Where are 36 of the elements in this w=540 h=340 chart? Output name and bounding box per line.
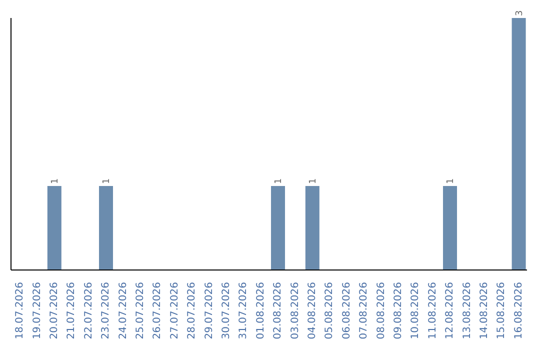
x-tick-label: 07.08.2026	[358, 282, 370, 340]
x-tick-label: 09.08.2026	[393, 282, 404, 340]
x-tick-label: 19.07.2026	[32, 282, 43, 340]
x-tick-label: 08.08.2026	[376, 282, 387, 340]
x-tick-label: 14.08.2026	[479, 282, 490, 340]
x-tick-label: 21.07.2026	[66, 282, 78, 340]
x-tick-label: 03.08.2026	[290, 282, 301, 340]
data-label: 1	[274, 178, 284, 184]
data-label: 1	[446, 178, 456, 184]
x-tick-label: 02.08.2026	[272, 282, 284, 340]
x-tick-label: 22.07.2026	[83, 282, 94, 340]
x-tick-label: 20.07.2026	[49, 282, 60, 340]
x-tick-label: 18.07.2026	[14, 282, 26, 340]
x-tick-label: 10.08.2026	[410, 282, 422, 340]
x-tick-label: 24.07.2026	[118, 282, 129, 340]
x-tick-label: 13.08.2026	[462, 282, 473, 340]
x-tick-label: 11.08.2026	[427, 282, 438, 340]
x-tick-label: 16.08.2026	[513, 282, 524, 340]
x-tick-label: 01.08.2026	[255, 282, 266, 340]
data-label: 1	[102, 178, 112, 184]
x-tick-label: 12.08.2026	[444, 282, 456, 340]
x-tick-label: 23.07.2026	[100, 282, 112, 340]
x-tick-label: 30.07.2026	[221, 282, 232, 340]
data-label: 1	[308, 178, 318, 184]
x-tick-label: 29.07.2026	[204, 282, 215, 340]
data-label: 1	[50, 178, 60, 184]
data-label: 3	[514, 10, 525, 16]
x-tick-label: 06.08.2026	[341, 282, 352, 340]
x-tick-label: 05.08.2026	[324, 282, 336, 340]
x-tick-label: 31.07.2026	[238, 282, 250, 340]
x-tick-label: 27.07.2026	[169, 282, 180, 340]
x-tick-label: 26.07.2026	[152, 282, 164, 340]
x-tick-label: 15.08.2026	[496, 282, 508, 340]
x-tick-label: 04.08.2026	[307, 282, 318, 340]
x-tick-label: 28.07.2026	[186, 282, 198, 340]
x-tick-label: 25.07.2026	[135, 282, 146, 340]
